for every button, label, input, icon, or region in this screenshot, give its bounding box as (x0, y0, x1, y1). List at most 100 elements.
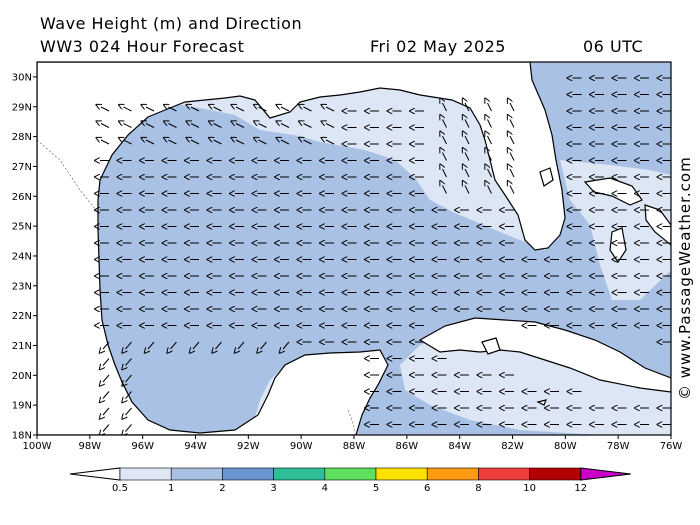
lon-label: 86W (396, 441, 419, 452)
lon-label: 92W (237, 441, 260, 452)
forecast-date: Fri 02 May 2025 (370, 37, 506, 56)
lon-label: 84W (448, 441, 471, 452)
colorbar-label: 2 (219, 483, 225, 494)
wave-arrow (259, 140, 267, 145)
colorbar-max-triangle (580, 467, 631, 481)
wave-arrow (126, 358, 132, 366)
colorbar-label: 4 (322, 483, 328, 494)
wave-arrow (126, 374, 132, 382)
wave-arrow (465, 169, 470, 178)
wave-arrow (488, 103, 492, 112)
lon-label: 80W (554, 441, 577, 452)
wave-arrow (510, 169, 515, 178)
wave-arrow (488, 136, 492, 145)
wave-arrow (326, 124, 335, 128)
colorbar-segment (222, 467, 274, 481)
wave-arrow (124, 107, 132, 112)
wave-arrow (191, 124, 200, 128)
lat-label: 21N (12, 341, 32, 352)
wave-arrow (103, 407, 110, 415)
lat-label: 26N (12, 192, 32, 203)
lon-label: 90W (290, 441, 313, 452)
wave-arrow (169, 124, 177, 128)
lat-label: 30N (12, 72, 32, 83)
colorbar-segment (273, 467, 326, 481)
wave-arrow (326, 140, 335, 145)
colorbar-segment (375, 467, 428, 481)
lat-label: 20N (12, 371, 32, 382)
wave-arrow (103, 358, 110, 366)
colorbar-label: 0.5 (112, 483, 128, 494)
wave-arrow (510, 103, 515, 112)
wave-arrow (465, 120, 470, 128)
colorbar-min-triangle (69, 467, 121, 481)
wave-arrow (214, 124, 222, 128)
lon-label: 100W (23, 441, 52, 452)
wave-arrow (281, 124, 290, 128)
colorbar-segment (170, 467, 223, 481)
wave-arrow (488, 153, 492, 161)
wave-arrow (236, 140, 245, 145)
colorbar-label: 12 (574, 483, 587, 494)
colorbar-label: 3 (270, 483, 276, 494)
wave-arrow (259, 107, 267, 112)
wave-arrow (124, 140, 132, 145)
wave-arrow (510, 120, 515, 128)
wave-arrow (103, 391, 110, 399)
light-band-cuba-south (400, 330, 671, 435)
land-lake-okeechobee (539, 167, 554, 187)
lon-label: 98W (79, 441, 102, 452)
wave-arrow (101, 140, 110, 145)
wave-arrow (126, 341, 132, 349)
colorbar-label: 8 (475, 483, 481, 494)
wave-arrow (191, 140, 200, 145)
land-isle-of-youth (481, 337, 501, 355)
land-cayman (536, 399, 547, 406)
wave-arrow (101, 124, 110, 128)
wave-arrow (126, 424, 132, 432)
wave-arrow (126, 407, 132, 415)
wave-arrow (103, 341, 110, 349)
colorbar-label: 10 (523, 483, 536, 494)
colorbar-label: 5 (373, 483, 379, 494)
lon-label: 82W (501, 441, 524, 452)
lon-label: 96W (131, 441, 154, 452)
colorbar-segment (426, 467, 479, 481)
colorbar-label: 1 (168, 483, 174, 494)
lat-label: 25N (12, 222, 32, 233)
light-band-north-gulf (150, 73, 560, 250)
wave-arrow (169, 140, 177, 145)
wave-arrow (304, 124, 312, 128)
lat-label: 23N (12, 281, 32, 292)
wave-arrow (281, 107, 290, 112)
wave-arrow (238, 341, 245, 349)
lat-label: 28N (12, 132, 32, 143)
wave-arrow (510, 186, 515, 194)
wave-arrow (488, 169, 492, 178)
wave-arrow (443, 120, 447, 128)
lon-label: 88W (343, 441, 366, 452)
wave-arrow (146, 124, 155, 128)
wave-arrow (124, 124, 132, 128)
forecast-label: WW3 024 Hour Forecast (40, 37, 245, 56)
land-bahamas-andros (609, 227, 627, 264)
wave-arrow (443, 136, 447, 145)
borders (37, 139, 357, 435)
watermark: © www.PassageWeather.com (676, 156, 694, 400)
wave-arrow (326, 107, 335, 112)
wave-arrow (281, 140, 290, 145)
wave-arrow (191, 107, 200, 112)
wave-arrow (465, 186, 470, 194)
lat-label: 29N (12, 102, 32, 113)
lat-label: 27N (12, 162, 32, 173)
wave-arrow (103, 374, 110, 382)
wave-arrow (510, 153, 515, 161)
border-yucatan (347, 409, 357, 435)
border-us-mexico (37, 139, 101, 216)
wave-arrow (101, 107, 110, 112)
lat-label: 24N (12, 251, 32, 262)
wave-arrow (216, 341, 222, 349)
wave-arrow (171, 341, 177, 349)
wave-arrow (304, 107, 312, 112)
chart-title: Wave Height (m) and Direction (40, 14, 303, 33)
